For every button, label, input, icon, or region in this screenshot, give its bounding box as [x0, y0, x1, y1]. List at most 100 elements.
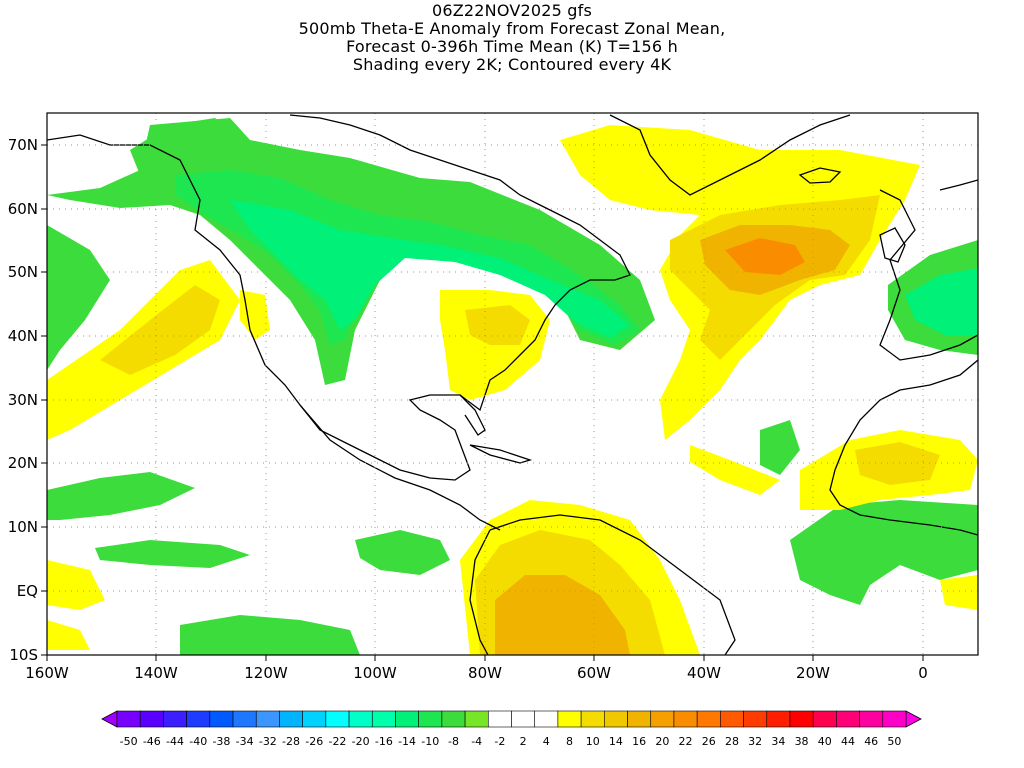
- title-line-4: Shading every 2K; Contoured every 4K: [352, 55, 672, 74]
- shading-cyan-canada: [230, 200, 630, 338]
- colorbar-label: 2: [520, 735, 527, 748]
- colorbar-box: [882, 710, 907, 728]
- colorbar-label: 4: [543, 735, 550, 748]
- colorbar-label: 14: [609, 735, 623, 748]
- colorbar-box: [232, 710, 257, 728]
- colorbar-label: 26: [702, 735, 716, 748]
- coast-uk: [879, 227, 906, 263]
- title-line-3: Forecast 0-396h Time Mean (K) T=156 h: [346, 37, 678, 56]
- colorbar-box: [418, 710, 443, 728]
- colorbar-label: -50: [120, 735, 138, 748]
- shading-gold-nepac: [100, 285, 220, 375]
- coast-greenland: [609, 114, 851, 196]
- colorbar-label: -46: [143, 735, 161, 748]
- colorbar-box: [511, 710, 536, 728]
- colorbar-label: -38: [212, 735, 230, 748]
- colorbar-label: -4: [471, 735, 482, 748]
- lon-label: 80W: [468, 664, 502, 682]
- coast-south-america: [469, 514, 736, 655]
- lon-label: 60W: [577, 664, 611, 682]
- colorbar-box: [139, 710, 164, 728]
- shading-gold-east-us: [465, 305, 530, 345]
- shading-green-pacific-west: [47, 225, 110, 370]
- colorbar-box: [789, 710, 814, 728]
- lat-ticks: [41, 144, 47, 656]
- colorbar-box: [720, 710, 744, 728]
- map-title: 06Z22NOV2025 gfs 500mb Theta-E Anomaly f…: [0, 2, 1024, 74]
- colorbar-box: [255, 710, 280, 728]
- colorbar-label: 16: [632, 735, 646, 748]
- colorbar-label: 20: [655, 735, 669, 748]
- anomaly-shading: [47, 118, 978, 655]
- colorbar-box: [371, 710, 396, 728]
- coastlines: [47, 114, 978, 655]
- colorbar-box: [116, 710, 141, 728]
- shading-yellow-eq-pac-west: [47, 560, 105, 610]
- shading-green-tropical-pacific: [47, 472, 195, 520]
- shading-green-alaska: [130, 118, 230, 175]
- colorbar-label: 38: [795, 735, 809, 748]
- shading-green-africa-w: [790, 500, 978, 605]
- coast-africa: [829, 359, 978, 536]
- lat-label: 10N: [8, 518, 38, 536]
- colorbar-label: -2: [494, 735, 505, 748]
- shading-green-atl-trop: [760, 420, 800, 475]
- colorbar-label: 40: [818, 735, 832, 748]
- colorbar-label: -26: [305, 735, 323, 748]
- lon-label: 20W: [796, 664, 830, 682]
- coast-iceland: [798, 167, 842, 184]
- shading-yellow-west-us: [240, 290, 270, 340]
- lat-labels: 70N 60N 50N 40N 30N 20N 10N EQ 10S: [8, 136, 38, 664]
- title-line-2: 500mb Theta-E Anomaly from Forecast Zona…: [298, 19, 726, 38]
- shading-green-sp: [180, 615, 360, 655]
- lat-label: 40N: [8, 327, 38, 345]
- coast-mexico-central: [299, 404, 501, 531]
- colorbar-box: [348, 710, 373, 728]
- colorbar-box: [743, 710, 768, 728]
- shading-orange-south-america: [495, 575, 630, 655]
- coast-cuba: [469, 444, 533, 464]
- lat-label: 10S: [9, 646, 38, 664]
- colorbar-box: [209, 710, 234, 728]
- map-grid: [47, 113, 978, 655]
- colorbar-label: -40: [189, 735, 207, 748]
- colorbar-boxes: [116, 710, 907, 728]
- colorbar-label: 8: [566, 735, 573, 748]
- colorbar-label: -10: [421, 735, 439, 748]
- coast-florida: [459, 394, 486, 436]
- colorbar-box: [395, 710, 419, 728]
- shading-gold-africa: [855, 442, 940, 485]
- colorbar-box: [325, 710, 350, 728]
- coast-north-america: [47, 114, 631, 481]
- lon-label: 140W: [134, 664, 178, 682]
- colorbar-box: [859, 710, 884, 728]
- colorbar-label: -32: [259, 735, 277, 748]
- colorbar: -50 -46 -44 -40 -38 -34 -32 -28 -26 -22 -20 -16 -14-…: [101, 710, 922, 748]
- lon-labels: 160W 140W 120W 100W 80W 60W 40W 20W 0: [25, 664, 928, 682]
- lat-label: 30N: [8, 391, 38, 409]
- colorbar-box: [650, 710, 675, 728]
- colorbar-label: 50: [887, 735, 901, 748]
- shading-yellow-w-africa-sea: [940, 575, 978, 610]
- colorbar-box: [534, 710, 559, 728]
- colorbar-label: 10: [586, 735, 600, 748]
- colorbar-labels: -50 -46 -44 -40 -38 -34 -32 -28 -26 -22 -20 -16 -14-…: [120, 735, 902, 748]
- map-frame: [46, 112, 979, 656]
- coast-europe: [879, 179, 978, 361]
- lon-ticks: [46, 655, 924, 661]
- colorbar-box: [557, 710, 582, 728]
- colorbar-right-arrow: [905, 710, 922, 728]
- colorbar-label: -16: [375, 735, 393, 748]
- colorbar-box: [186, 710, 211, 728]
- title-line-1: 06Z22NOV2025 gfs: [431, 1, 593, 20]
- colorbar-box: [696, 710, 721, 728]
- lon-label: 40W: [687, 664, 721, 682]
- colorbar-label: 22: [679, 735, 693, 748]
- shading-green-eq-pacific: [95, 540, 250, 568]
- colorbar-box: [487, 710, 512, 728]
- colorbar-box: [302, 710, 327, 728]
- colorbar-label: -22: [328, 735, 346, 748]
- colorbar-label: -28: [282, 735, 300, 748]
- colorbar-label: -14: [398, 735, 416, 748]
